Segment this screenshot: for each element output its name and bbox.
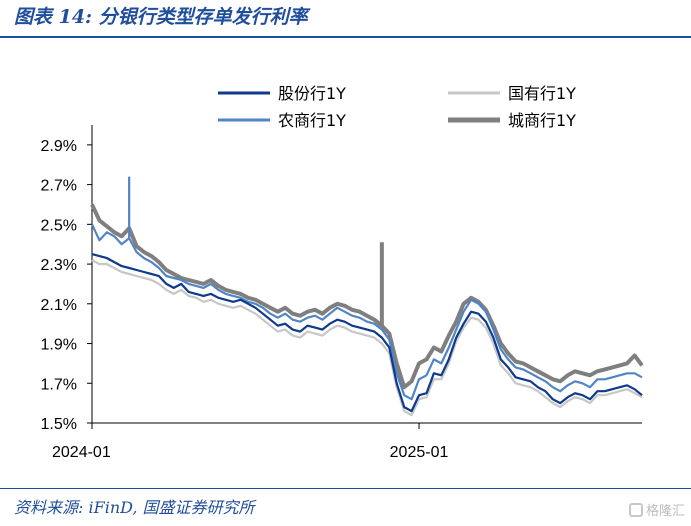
y-tick-label: 2.9% [41,138,77,155]
legend-label: 城商行1Y [508,111,576,130]
footer-divider [0,488,691,489]
x-tick-label: 2024-01 [52,444,111,461]
legend-label: 农商行1Y [278,111,346,130]
series-line-3 [91,223,643,401]
source-note: 资料来源: iFinD, 国盛证券研究所 [14,498,255,517]
y-tick-label: 1.9% [41,337,77,354]
series-line-1 [91,253,643,413]
y-tick-label: 2.3% [41,257,77,274]
page-title: 图表 14: 分银行类型存单发行利率 [14,6,308,28]
x-tick-label: 2025-01 [390,444,449,461]
y-tick-label: 2.7% [41,178,77,195]
series-line-4 [90,203,644,390]
watermark-text: 格隆汇 [645,504,685,519]
y-tick-label: 1.7% [41,376,77,393]
y-tick-label: 1.5% [41,416,77,433]
legend-label: 股份行1Y [278,84,346,103]
title-divider [0,36,691,38]
y-tick-label: 2.5% [41,217,77,234]
line-chart: 1.5% 1.7% 1.9% 2.1% 2.3% 2.5% 2.7% 2.9% 2024-01 2… [41,84,644,461]
y-tick-label: 2.1% [41,297,77,314]
watermark-logo-icon [628,502,643,517]
watermark: 格隆汇 [628,500,685,519]
series-line-2 [91,259,643,417]
legend-label: 国有行1Y [508,84,576,103]
